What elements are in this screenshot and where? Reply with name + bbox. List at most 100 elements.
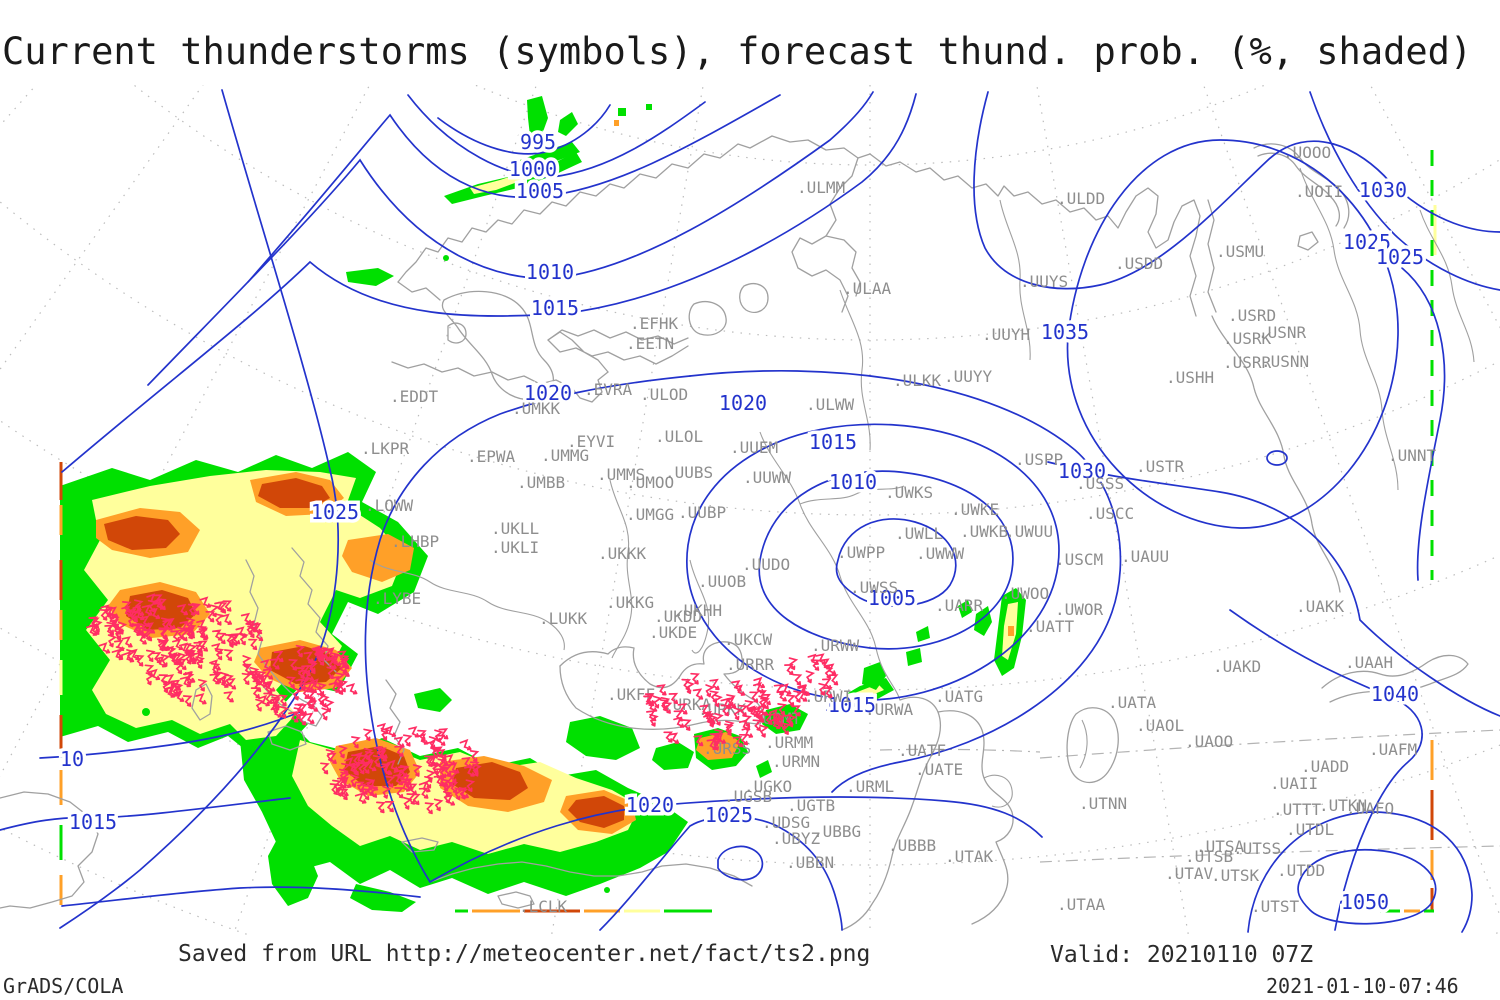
station-label: .ULAA: [843, 279, 892, 298]
station-label: .UTKN: [1319, 796, 1367, 815]
station-label: .UWOR: [1055, 600, 1104, 619]
station-label: .UTDL: [1286, 820, 1334, 839]
prob-shade-green: [142, 708, 150, 716]
prob-shade-green: [958, 600, 972, 618]
station-label: .USTR: [1136, 457, 1185, 476]
isobar-value-label: 10: [60, 747, 84, 771]
prob-shade-red: [126, 590, 196, 630]
station-label: .UUWW: [743, 468, 792, 487]
station-label: .EVRA: [584, 380, 633, 399]
prob-shade-green: [414, 688, 452, 712]
isobar-value-label: 1015: [69, 810, 117, 834]
station-label: .UADD: [1301, 757, 1349, 776]
station-label: .UUEM: [730, 438, 778, 457]
station-label: .UATE: [915, 760, 963, 779]
station-label: .USDD: [1115, 254, 1163, 273]
station-label: .LOWW: [365, 496, 414, 515]
station-label: .UMGG: [626, 505, 674, 524]
field-edge-marks: [59, 150, 1437, 913]
station-label: .UTSS: [1233, 839, 1281, 858]
isobar-value-label: 1010: [526, 260, 574, 284]
station-label: .UOII: [1295, 182, 1343, 201]
station-label: .UKLI: [491, 538, 539, 557]
isobar-value-label: 1010: [829, 470, 877, 494]
station-label: .UATA: [1108, 693, 1157, 712]
station-label: .LYBE: [373, 589, 421, 608]
station-label: .USSS: [1076, 474, 1124, 493]
isobar-value-label: 1025: [1376, 245, 1424, 269]
station-label: .URMM: [765, 733, 813, 752]
station-label: .UBBB: [888, 836, 936, 855]
station-label: .UBYZ: [772, 829, 821, 848]
station-label: .UAFO: [1346, 799, 1394, 818]
isobar-value-label: 1005: [516, 179, 564, 203]
thunderstorm-symbol-icon: [802, 670, 815, 684]
graticule-dashdot-line: [1039, 729, 1500, 759]
isobar-value-label: 1030: [1058, 459, 1106, 483]
station-label: .URKA: [663, 695, 712, 714]
station-label: .ULWW: [806, 395, 855, 414]
station-label: .UNNT: [1388, 446, 1437, 465]
station-label: .UWLL: [895, 524, 943, 543]
station-label: .UATG: [935, 687, 983, 706]
station-label: .UMKK: [512, 399, 561, 418]
station-label: .UTDD: [1277, 861, 1325, 880]
station-label: .UTSB: [1185, 847, 1233, 866]
isobar-value-label: 1035: [1041, 320, 1089, 344]
station-label: .UTST: [1251, 897, 1300, 916]
prob-shade-green: [906, 648, 922, 666]
prob-shade-green: [604, 887, 610, 893]
isobar-value-label: 1025: [1343, 230, 1391, 254]
isobar-layer: [0, 89, 1500, 933]
prob-shade-red: [568, 796, 624, 828]
station-label: .UUOB: [698, 572, 746, 591]
thunderstorm-symbol-icon: [785, 694, 796, 707]
station-label: .UMOO: [626, 473, 674, 492]
station-label: .LHBP: [391, 532, 439, 551]
prob-shade-green: [646, 104, 652, 110]
station-label: .ULMM: [797, 178, 845, 197]
station-label: .USHH: [1166, 368, 1214, 387]
station-label: .UGTB: [787, 796, 835, 815]
isobar-value-label: 1025: [311, 500, 359, 524]
station-label: .UUYH: [982, 325, 1030, 344]
station-label: .UWKB: [960, 522, 1008, 541]
prob-shade-green: [527, 96, 548, 140]
station-label: .USMU: [1216, 242, 1264, 261]
station-label: .UUBS: [665, 463, 713, 482]
station-label: .UBBN: [786, 853, 834, 872]
station-label: .UOOO: [1283, 143, 1331, 162]
station-label: .UAOO: [1185, 732, 1233, 751]
prob-shade-red: [258, 478, 330, 508]
station-label: .EDDT: [390, 387, 439, 406]
station-label: .UAAH: [1345, 653, 1393, 672]
prob-shade-red: [104, 516, 180, 550]
valid-time-text: Valid: 20210110 07Z: [1050, 942, 1314, 968]
prob-shade-orange: [342, 534, 414, 582]
station-label: .UTAA: [1057, 895, 1106, 914]
prob-shade-orange: [614, 120, 619, 126]
prob-shade-green: [443, 255, 449, 261]
station-label: .UKKG: [606, 593, 654, 612]
station-label: .UWOO: [1001, 584, 1049, 603]
station-label: .UKKK: [598, 544, 647, 563]
station-label: .EFHK: [630, 314, 679, 333]
station-labels-layer: .ULMM .ULDD .ULAA .UUYS .UUYH .ULKK .UUYY .EFHK…: [361, 143, 1437, 916]
station-label: .UWSS: [850, 578, 898, 597]
prob-shade-green: [756, 760, 772, 778]
station-label: .USCC: [1086, 504, 1134, 523]
station-label: .URML: [846, 777, 894, 796]
station-label: .UAFM: [1369, 740, 1417, 759]
station-label: .USNN: [1261, 352, 1309, 371]
station-label: .UTNN: [1079, 794, 1127, 813]
isobar-value-label: 1015: [828, 693, 876, 717]
thunderstorm-symbol-icon: [438, 728, 449, 740]
station-label: .LCLK: [519, 897, 568, 916]
thunderstorm-symbol-icon: [682, 680, 695, 695]
prob-shade-orange: [696, 732, 740, 760]
prob-shade-yellow: [470, 162, 556, 194]
prob-shade-green: [652, 742, 694, 770]
prob-shade-green: [350, 884, 416, 912]
